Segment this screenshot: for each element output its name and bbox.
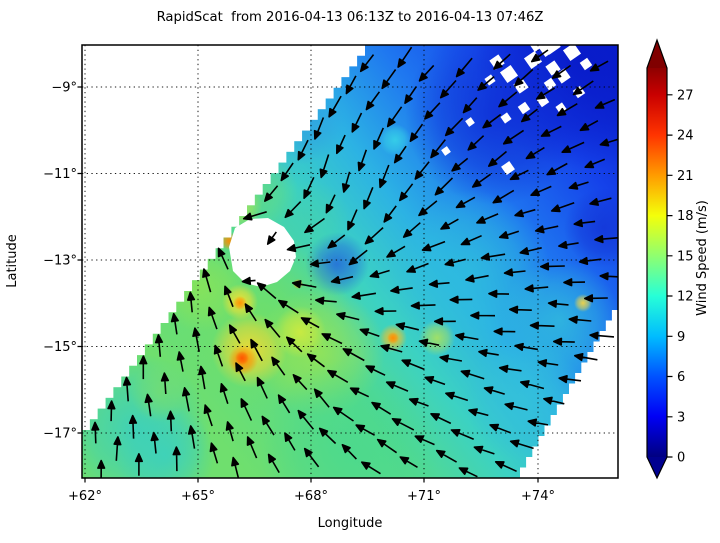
x-tick-label: +68°: [294, 489, 328, 504]
plot-border: [81, 44, 619, 479]
colorbar-tick-label: 9: [677, 330, 685, 345]
missing-data-patch: [501, 161, 515, 175]
colorbar-tick-label: 18: [677, 209, 694, 224]
x-tick-label: +65°: [181, 489, 215, 504]
missing-data-patch: [529, 45, 543, 52]
colorbar-label: Wind Speed (m/s): [695, 200, 710, 316]
missing-data-patch: [441, 146, 451, 156]
colorbar-extend-max: [647, 40, 667, 68]
x-axis-label: Longitude: [318, 516, 383, 531]
colorbar-tick-label: 21: [677, 169, 694, 184]
axes: +62° +65° +68° +71° +74° −9° −11° −13° −15° −17°: [43, 81, 555, 505]
colorbar: 0 3 6 9 12 15 18 21 24 27: [646, 38, 694, 480]
missing-data-patch: [555, 68, 571, 84]
colorbar-tick-label: 3: [677, 410, 685, 425]
chart-title: RapidScat from 2016-04-13 06:13Z to 2016…: [157, 10, 544, 25]
colorbar-tick-label: 15: [677, 249, 694, 264]
missing-data-patch: [579, 57, 593, 71]
colorbar-tick-label: 24: [677, 129, 694, 144]
y-tick-label: −11°: [43, 167, 77, 182]
colorbar-extend-min: [647, 457, 667, 478]
colorbar-tick-label: 0: [677, 451, 685, 466]
y-tick-label: −9°: [51, 81, 77, 96]
missing-data-patch: [562, 45, 582, 62]
colorbar-tick-marks: [667, 94, 673, 458]
wind-speed-region: [387, 332, 399, 344]
wind-speed-region: [379, 124, 411, 156]
y-axis-label: Latitude: [5, 234, 20, 288]
cyclone-eye: [229, 218, 296, 287]
axis-tick-marks: [77, 86, 539, 483]
missing-data-patch: [465, 117, 475, 127]
colorbar-tick-label: 6: [677, 370, 685, 385]
colorbar-gradient: [647, 68, 667, 457]
wind-speed-region: [130, 362, 190, 422]
y-tick-label: −17°: [43, 427, 77, 442]
wind-speed-region: [564, 188, 618, 268]
colorbar-tick-label: 12: [677, 290, 694, 305]
x-tick-label: +71°: [407, 489, 441, 504]
wind-speed-region: [274, 306, 326, 358]
missing-data-patch: [500, 112, 512, 124]
cyclone-eye-void: [229, 218, 296, 287]
y-tick-label: −13°: [43, 254, 77, 269]
wind-speed-region: [405, 45, 585, 205]
y-tick-label: −15°: [43, 340, 77, 355]
wind-vector-arrows: [91, 46, 618, 478]
wind-vector-arrow-set: [91, 46, 618, 478]
missing-data-patch: [499, 64, 519, 84]
x-tick-label: +62°: [68, 489, 102, 504]
wind-speed-region: [233, 296, 247, 310]
wind-speed-region: [235, 351, 249, 365]
wind-speed-region: [419, 320, 455, 356]
missing-data-patch: [517, 101, 531, 115]
x-tick-label: +74°: [521, 489, 555, 504]
wind-speed-region: [260, 360, 440, 478]
colorbar-tick-label: 27: [677, 88, 694, 103]
missing-data-patch: [541, 45, 561, 55]
